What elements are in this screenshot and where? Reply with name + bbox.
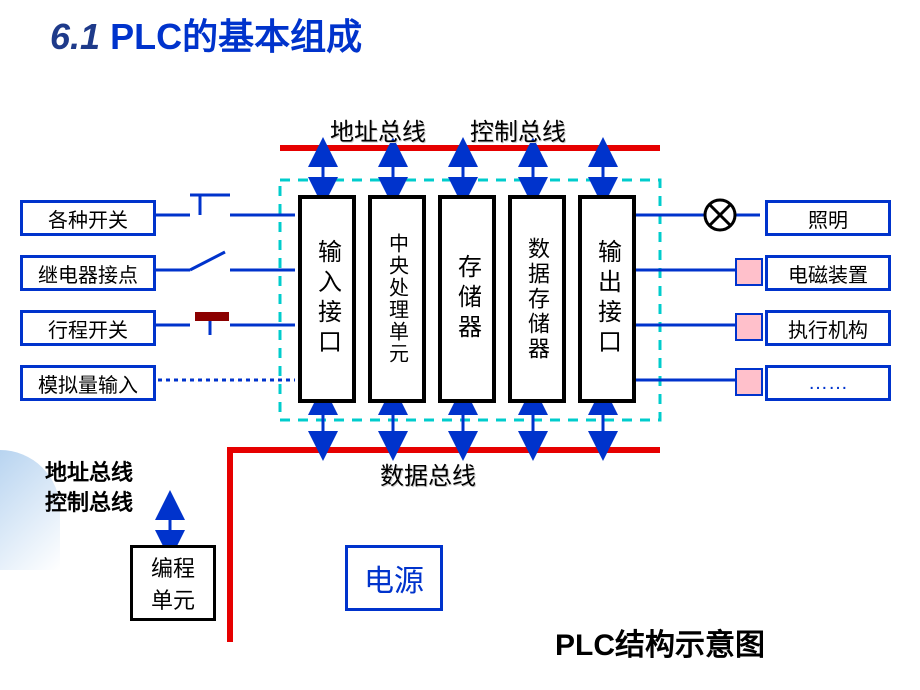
pink-marker-2: [735, 313, 763, 341]
output-solenoid-box: 电磁装置: [765, 255, 891, 291]
pink-marker-3: [735, 368, 763, 396]
prog-unit-box: 编程 单元: [130, 545, 216, 621]
diagram-caption: PLC结构示意图: [555, 620, 765, 664]
input-switch-box: 各种开关: [20, 200, 156, 236]
bottom-arrows: [323, 400, 603, 446]
left-addr-label: 地址总线: [45, 455, 133, 487]
core-memory: 存储器: [438, 195, 496, 403]
left-connections: [150, 195, 295, 380]
core-data-mem: 数据存储器: [508, 195, 566, 403]
data-bus-label: 数据总线: [380, 456, 476, 491]
core-input-if: 输入接口: [298, 195, 356, 403]
top-arrows: [323, 152, 603, 192]
core-output-if: 输出接口: [578, 195, 636, 403]
input-relay-box: 继电器接点: [20, 255, 156, 291]
ctrl-bus-label: 控制总线: [470, 112, 566, 147]
pink-marker-1: [735, 258, 763, 286]
input-analog-box: 模拟量输入: [20, 365, 156, 401]
right-connections: [632, 200, 760, 380]
output-lamp-box: 照明: [765, 200, 891, 236]
addr-bus-label: 地址总线: [330, 112, 426, 147]
core-cpu: 中央处理单元: [368, 195, 426, 403]
power-box: 电源: [345, 545, 443, 611]
left-ctrl-label: 控制总线: [45, 485, 133, 517]
input-limit-box: 行程开关: [20, 310, 156, 346]
output-actuator-box: 执行机构: [765, 310, 891, 346]
output-etc-box: ……: [765, 365, 891, 401]
